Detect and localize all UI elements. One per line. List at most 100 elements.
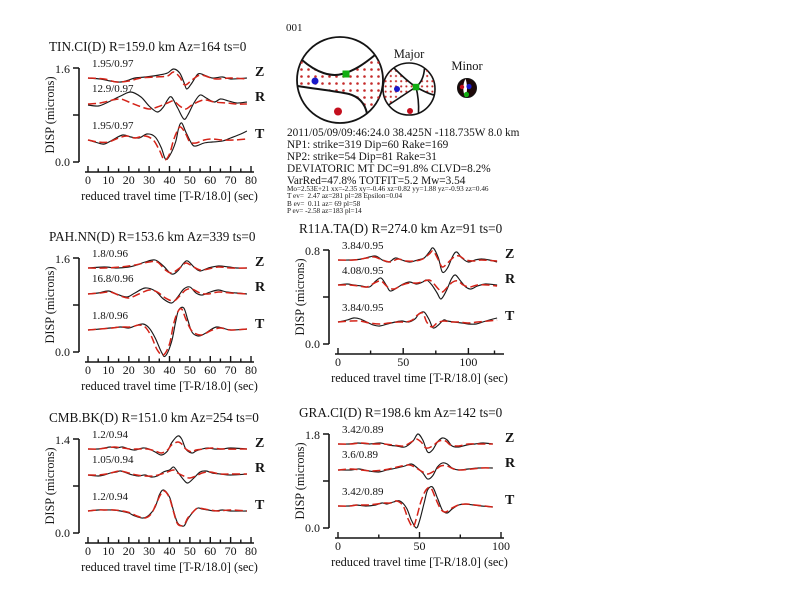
x-tick-label: 50 — [414, 539, 426, 553]
nodal-plane-2 — [297, 85, 368, 114]
moment-tensor-line: Mo=2.53E+21 xx=-2.35 xy=-0.46 xz=0.82 yy… — [287, 185, 489, 193]
synthetic-trace-z — [337, 250, 498, 268]
component-label-r: R — [505, 272, 516, 287]
x-tick-label: 60 — [204, 544, 216, 558]
y-axis-title: DISP (microns) — [293, 442, 307, 519]
waveform-panel-cmb-bk: CMB.BK(D) R=151.0 km Az=254 ts=0 1.4 0.0 DI… — [43, 410, 266, 574]
amplitude-scale-label: 12.9/0.97 — [92, 83, 134, 95]
component-label-z: Z — [255, 436, 264, 451]
x-tick-label: 0 — [335, 355, 341, 369]
minor-clvd-beachball-icon — [457, 78, 477, 98]
p-axis-marker — [459, 84, 465, 90]
event-summary-block: 2011/05/09/09:46:24.0 38.425N -118.735W … — [287, 127, 519, 187]
observed-trace-r — [87, 91, 247, 120]
synthetic-trace-r — [87, 288, 247, 302]
x-tick-label: 0 — [335, 539, 341, 553]
synthetic-trace-t — [87, 307, 247, 356]
amplitude-scale-label: 1.95/0.97 — [92, 120, 134, 132]
y-axis — [73, 438, 80, 534]
panel-title: PAH.NN(D) R=153.6 km Az=339 ts=0 — [49, 229, 256, 244]
amplitude-scale-label: 4.08/0.95 — [342, 265, 384, 277]
waveform-panel-r11a-ta: R11A.TA(D) R=274.0 km Az=91 ts=0 0.8 0.0 DI… — [293, 221, 516, 385]
np2-line: NP2: strike=54 Dip=81 Rake=31 — [287, 151, 437, 164]
y-max-tick-label: 1.6 — [55, 252, 70, 266]
amplitude-scale-label: 3.42/0.89 — [342, 486, 384, 498]
amplitude-scale-label: 1.95/0.97 — [92, 58, 134, 70]
x-tick-label: 40 — [164, 363, 176, 377]
component-label-r: R — [505, 456, 516, 471]
y-max-tick-label: 1.4 — [55, 433, 70, 447]
component-label-r: R — [255, 280, 266, 295]
x-tick-label: 80 — [245, 363, 257, 377]
y-min-tick-label: 0.0 — [305, 337, 320, 351]
x-tick-label: 100 — [459, 355, 477, 369]
y-axis — [323, 433, 330, 529]
amplitude-scale-label: 1.8/0.96 — [92, 310, 129, 322]
amplitude-scale-label: 3.84/0.95 — [342, 302, 384, 314]
x-tick-label: 50 — [184, 544, 196, 558]
y-axis-title: DISP (microns) — [293, 258, 307, 335]
observed-trace-t — [337, 485, 493, 529]
observed-trace-z — [87, 259, 247, 275]
x-tick-label: 80 — [245, 173, 257, 187]
x-tick-label: 30 — [143, 363, 155, 377]
x-axis-title: reduced travel time [T-R/18.0] (sec) — [331, 371, 508, 385]
observed-trace-z — [87, 68, 247, 90]
panel-title: R11A.TA(D) R=274.0 km Az=91 ts=0 — [299, 221, 503, 236]
x-tick-label: 60 — [204, 363, 216, 377]
x-tick-label: 20 — [123, 363, 135, 377]
major-stipple-right — [416, 68, 435, 95]
major-beachball-label: Major — [394, 47, 425, 61]
component-label-t: T — [255, 127, 265, 142]
compressional-stipple-region — [297, 55, 384, 114]
y-axis-title: DISP (microns) — [43, 266, 57, 343]
x-tick-label: 20 — [123, 173, 135, 187]
synthetic-trace-z — [87, 441, 247, 454]
y-min-tick-label: 0.0 — [55, 345, 70, 359]
synthetic-trace-t — [87, 490, 247, 527]
mt-decomposition-line: DEVIATORIC MT DC=91.8% CLVD=8.2% — [287, 163, 491, 176]
x-axis-title: reduced travel time [T-R/18.0] (sec) — [81, 189, 258, 203]
t-axis-marker — [466, 83, 472, 90]
x-tick-label: 50 — [184, 173, 196, 187]
y-min-tick-label: 0.0 — [55, 526, 70, 540]
observed-trace-r — [87, 286, 247, 304]
panel-title: CMB.BK(D) R=151.0 km Az=254 ts=0 — [49, 410, 259, 425]
t-axis-marker — [394, 86, 400, 92]
component-label-r: R — [255, 461, 266, 476]
full-mt-beachball-icon — [296, 36, 384, 124]
amplitude-scale-label: 1.2/0.94 — [92, 491, 129, 503]
amplitude-scale-label: 1.8/0.96 — [92, 248, 129, 260]
np1-line: NP1: strike=319 Dip=60 Rake=169 — [287, 139, 449, 152]
component-label-t: T — [255, 498, 265, 513]
x-tick-label: 50 — [397, 355, 409, 369]
major-stipple-left — [383, 68, 416, 105]
x-tick-label: 30 — [143, 544, 155, 558]
null-axis-marker — [463, 91, 470, 98]
x-tick-label: 40 — [164, 544, 176, 558]
observed-trace-t — [87, 306, 247, 358]
origin-line: 2011/05/09/09:46:24.0 38.425N -118.735W … — [287, 127, 520, 139]
waveform-panel-gra-ci: GRA.CI(D) R=198.6 km Az=142 ts=0 1.8 0.0 DI… — [293, 405, 516, 569]
amplitude-scale-label: 3.6/0.89 — [342, 449, 379, 461]
observed-trace-t — [87, 122, 248, 161]
panel-title: TIN.CI(D) R=159.0 km Az=164 ts=0 — [49, 39, 247, 54]
x-axis-title: reduced travel time [T-R/18.0] (sec) — [81, 560, 258, 574]
x-tick-label: 70 — [225, 363, 237, 377]
null-axis-marker — [342, 70, 350, 78]
figure-id-label: 001 — [286, 22, 303, 34]
y-max-tick-label: 1.8 — [305, 428, 320, 442]
y-axis-title: DISP (microns) — [43, 76, 57, 153]
observed-trace-r — [337, 462, 493, 480]
synthetic-trace-t — [337, 486, 493, 528]
minor-beachball-label: Minor — [451, 59, 483, 73]
x-tick-label: 70 — [225, 173, 237, 187]
y-max-tick-label: 0.8 — [305, 244, 320, 258]
tensor-detail-block: Mo=2.53E+21 xx=-2.35 xy=-0.46 xz=0.82 yy… — [287, 185, 489, 215]
major-dc-beachball-icon — [382, 62, 436, 116]
y-axis — [323, 249, 330, 345]
waveform-panel-pah-nn: PAH.NN(D) R=153.6 km Az=339 ts=0 1.6 0.0 DI… — [43, 229, 266, 393]
component-label-z: Z — [255, 255, 264, 270]
x-tick-label: 70 — [225, 544, 237, 558]
